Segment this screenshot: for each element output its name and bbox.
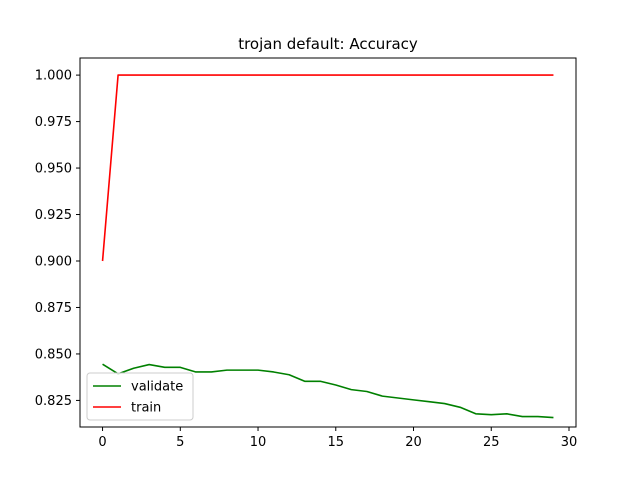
y-axis: 0.825 0.850 0.875 0.900 0.925 0.950 0.975 1.000 — [35, 69, 80, 409]
x-tick-label: 5 — [176, 435, 184, 450]
x-tick-label: 15 — [328, 435, 345, 450]
y-tick-label: 0.950 — [35, 162, 72, 177]
series-line-0 — [102, 363, 554, 419]
y-tick-label: 0.925 — [35, 208, 72, 223]
legend: validate train — [86, 372, 194, 421]
x-tick-label: 25 — [483, 435, 500, 450]
y-tick-label: 0.850 — [35, 347, 72, 362]
y-tick-label: 0.875 — [35, 301, 72, 316]
y-tick-label: 1.000 — [35, 69, 72, 84]
legend-box — [86, 372, 194, 421]
axes-frame — [79, 57, 577, 428]
y-tick-label: 0.900 — [35, 254, 72, 269]
x-axis: 0 5 10 15 20 25 30 — [98, 427, 577, 450]
x-tick-label: 0 — [98, 435, 106, 450]
legend-label-0: validate — [131, 380, 183, 395]
x-tick-label: 20 — [405, 435, 422, 450]
plot-area — [101, 74, 554, 419]
y-tick-label: 0.825 — [35, 394, 72, 409]
x-tick-label: 30 — [561, 435, 578, 450]
series-line-1 — [101, 74, 554, 262]
legend-label-1: train — [131, 401, 161, 416]
x-tick-label: 10 — [250, 435, 267, 450]
y-tick-label: 0.975 — [35, 115, 72, 130]
chart-title: trojan default: Accuracy — [238, 35, 418, 53]
